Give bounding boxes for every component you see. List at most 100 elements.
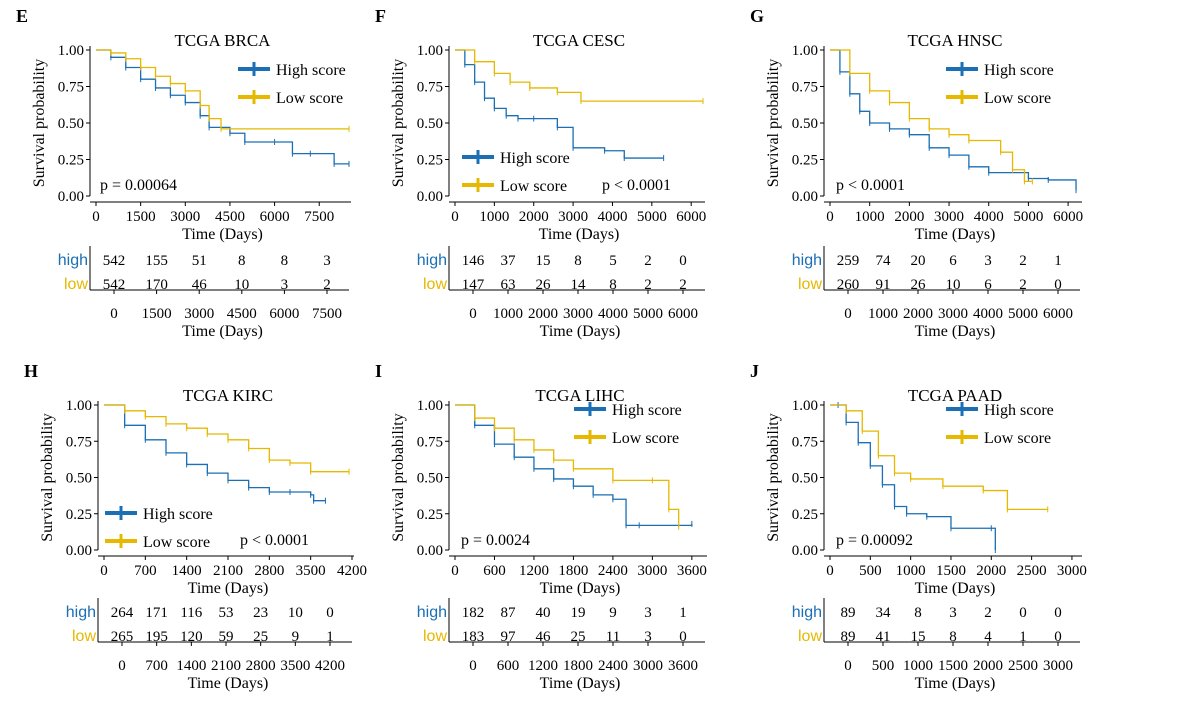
risk-x-tick-label: 4000 bbox=[598, 306, 628, 322]
risk-x-axis-label: Time (Days) bbox=[540, 323, 621, 340]
risk-x-tick-label: 4000 bbox=[973, 306, 1003, 322]
risk-x-tick-label: 2000 bbox=[528, 306, 558, 322]
risk-x-tick-label: 1000 bbox=[903, 658, 933, 674]
y-tick-label: 0.00 bbox=[417, 189, 443, 205]
risk-count-high: 155 bbox=[145, 253, 168, 269]
y-tick-label: 0.25 bbox=[417, 507, 443, 523]
y-tick-label: 1.00 bbox=[792, 398, 818, 414]
y-tick-label: 1.00 bbox=[417, 398, 443, 414]
y-tick-label: 0.75 bbox=[417, 434, 443, 450]
risk-label-high: high bbox=[792, 252, 822, 269]
panel-e: E TCGA BRCA 0.00 0.25 0.50 0.75 1.00 Survival p… bbox=[16, 6, 351, 340]
panel-title: TCGA LIHC bbox=[535, 386, 624, 405]
risk-label-high: high bbox=[58, 252, 88, 269]
risk-count-high: 8 bbox=[914, 605, 922, 621]
risk-x-axis-label: Time (Days) bbox=[915, 323, 996, 340]
x-tick-label: 4000 bbox=[597, 209, 627, 225]
risk-x-tick-label: 3500 bbox=[280, 658, 310, 674]
x-axis-label: Time (Days) bbox=[188, 580, 269, 597]
y-tick-label: 0.25 bbox=[792, 153, 818, 169]
risk-count-high: 182 bbox=[462, 605, 485, 621]
risk-x-tick-label: 3000 bbox=[1043, 658, 1073, 674]
low-score-curve bbox=[455, 49, 703, 102]
risk-count-high: 0 bbox=[1054, 605, 1062, 621]
legend-label-low: Low score bbox=[612, 430, 679, 447]
legend-label-low: Low score bbox=[984, 430, 1051, 447]
risk-x-tick-label: 4500 bbox=[227, 306, 257, 322]
risk-count-low: 10 bbox=[946, 277, 961, 293]
risk-x-axis-label: Time (Days) bbox=[540, 675, 621, 692]
legend-label-low: Low score bbox=[500, 178, 567, 195]
risk-count-low: 2 bbox=[644, 277, 652, 293]
x-tick-label: 2500 bbox=[1017, 563, 1047, 579]
x-tick-label: 6000 bbox=[676, 209, 706, 225]
risk-count-low: 9 bbox=[292, 629, 300, 645]
y-axis-label: Survival probability bbox=[765, 59, 782, 187]
risk-label-low: low bbox=[72, 628, 96, 645]
risk-count-low: 265 bbox=[111, 629, 134, 645]
risk-x-tick-label: 2100 bbox=[211, 658, 241, 674]
risk-x-tick-label: 0 bbox=[118, 658, 126, 674]
y-tick-label: 0.75 bbox=[792, 434, 818, 450]
y-axis-label: Survival probability bbox=[31, 59, 48, 187]
risk-count-high: 10 bbox=[288, 605, 303, 621]
risk-label-low: low bbox=[423, 276, 447, 293]
risk-count-low: 1 bbox=[326, 629, 334, 645]
risk-count-low: 4 bbox=[984, 629, 992, 645]
legend-label-low: Low score bbox=[143, 534, 210, 551]
x-tick-label: 2000 bbox=[519, 209, 549, 225]
legend-label-high: High score bbox=[612, 402, 682, 419]
risk-x-tick-label: 2400 bbox=[598, 658, 628, 674]
low-score-curve bbox=[104, 404, 350, 473]
risk-count-high: 2 bbox=[1019, 253, 1027, 269]
y-tick-label: 1.00 bbox=[58, 43, 84, 59]
x-tick-label: 5000 bbox=[637, 209, 667, 225]
risk-label-low: low bbox=[798, 628, 822, 645]
x-tick-label: 4500 bbox=[215, 209, 245, 225]
y-tick-label: 0.50 bbox=[792, 116, 818, 132]
risk-count-low: 0 bbox=[679, 629, 687, 645]
x-axis-label: Time (Days) bbox=[915, 580, 996, 597]
risk-x-tick-label: 7500 bbox=[312, 306, 342, 322]
y-axis-label: Survival probability bbox=[390, 59, 407, 187]
high-score-curve bbox=[830, 404, 996, 550]
risk-x-tick-label: 3000 bbox=[633, 658, 663, 674]
y-tick-label: 0.00 bbox=[417, 543, 443, 559]
high-score-curve bbox=[455, 49, 664, 159]
risk-x-tick-label: 600 bbox=[497, 658, 520, 674]
risk-count-low: 195 bbox=[145, 629, 168, 645]
x-tick-label: 1000 bbox=[479, 209, 509, 225]
risk-label-high: high bbox=[792, 604, 822, 621]
risk-x-tick-label: 1000 bbox=[493, 306, 523, 322]
risk-count-high: 1 bbox=[1054, 253, 1062, 269]
y-tick-label: 0.25 bbox=[66, 507, 92, 523]
y-tick-label: 0.50 bbox=[417, 116, 443, 132]
legend-label-high: High score bbox=[143, 506, 213, 523]
risk-count-low: 0 bbox=[1054, 629, 1062, 645]
risk-count-low: 120 bbox=[180, 629, 203, 645]
p-value: p < 0.0001 bbox=[240, 532, 309, 549]
risk-count-high: 146 bbox=[462, 253, 485, 269]
x-tick-label: 2100 bbox=[213, 563, 243, 579]
x-tick-label: 3000 bbox=[170, 209, 200, 225]
x-tick-label: 6000 bbox=[260, 209, 290, 225]
risk-count-low: 63 bbox=[501, 277, 516, 293]
panel-letter: J bbox=[750, 361, 759, 381]
risk-count-high: 0 bbox=[679, 253, 687, 269]
legend-label-high: High score bbox=[984, 402, 1054, 419]
x-axis-label: Time (Days) bbox=[182, 226, 263, 243]
risk-count-high: 5 bbox=[609, 253, 617, 269]
risk-x-tick-label: 1400 bbox=[176, 658, 206, 674]
p-value: p < 0.0001 bbox=[602, 177, 671, 194]
y-axis-label: Survival probability bbox=[390, 413, 407, 541]
y-tick-label: 0.75 bbox=[58, 80, 84, 96]
x-tick-label: 1000 bbox=[855, 209, 885, 225]
x-axis-label: Time (Days) bbox=[539, 226, 620, 243]
risk-count-low: 147 bbox=[462, 277, 485, 293]
panel-f: F TCGA CESC 0.00 0.25 0.50 0.75 1.00 Survival p… bbox=[375, 6, 706, 340]
x-tick-label: 6000 bbox=[1053, 209, 1083, 225]
risk-x-tick-label: 6000 bbox=[1043, 306, 1073, 322]
risk-x-axis-label: Time (Days) bbox=[188, 675, 269, 692]
y-tick-label: 0.50 bbox=[417, 471, 443, 487]
